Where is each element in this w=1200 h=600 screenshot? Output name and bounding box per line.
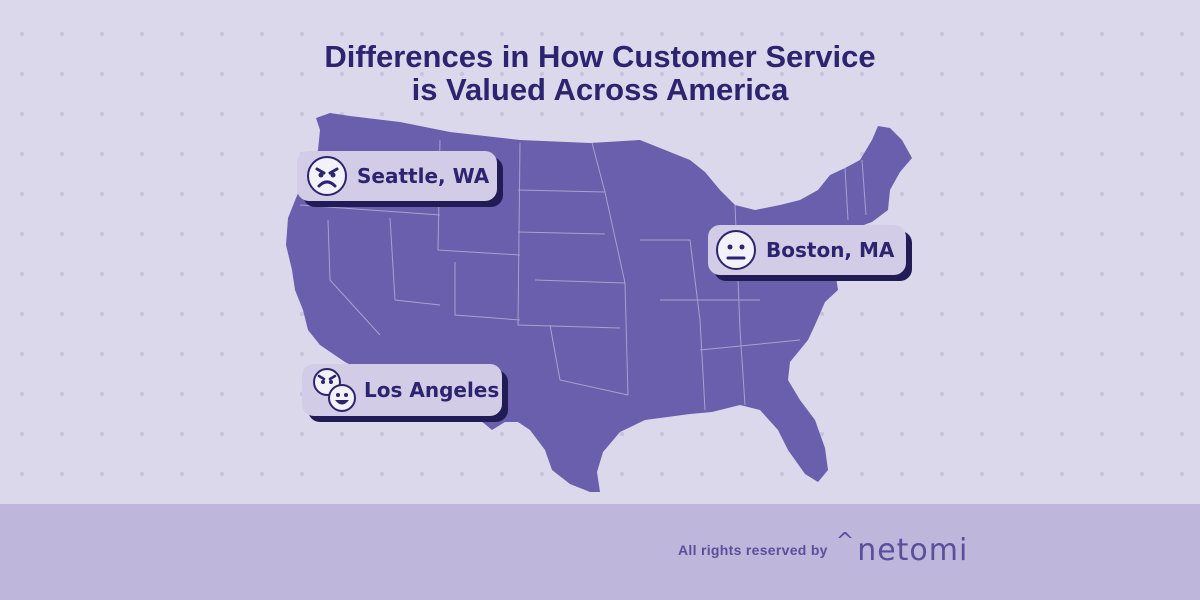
- state-border-line: [549, 324, 629, 396]
- netomi-logo: ^netomi: [836, 529, 969, 568]
- label-box: Boston, MA: [708, 225, 906, 275]
- state-border-line: [517, 231, 606, 235]
- brand-caret: ^: [835, 528, 856, 554]
- footer-credit: All rights reserved by ^netomi: [678, 529, 969, 570]
- brand-name: netomi: [857, 532, 969, 568]
- page-title: Differences in How Customer Service is V…: [200, 40, 1000, 106]
- label-box: Seattle, WA: [297, 151, 497, 201]
- state-border-line: [591, 142, 629, 396]
- state-border-line: [861, 159, 867, 216]
- state-border-line: [534, 279, 626, 284]
- angry-and-happy-faces-icon: [313, 368, 356, 412]
- happy-face-icon: [328, 384, 356, 412]
- state-border-line: [327, 219, 381, 336]
- label-seattle-text: Seattle, WA: [357, 164, 490, 188]
- title-line-1: Differences in How Customer Service: [324, 39, 876, 74]
- angry-face-icon: [307, 156, 347, 196]
- state-border-line: [844, 167, 849, 221]
- state-border-line: [517, 189, 606, 193]
- rights-text: All rights reserved by: [678, 542, 828, 558]
- label-boston-text: Boston, MA: [766, 238, 895, 262]
- state-border-line: [640, 239, 706, 411]
- neutral-face-icon: [716, 230, 756, 270]
- state-border-line: [454, 262, 521, 321]
- label-los-angeles: Los Angeles: [302, 364, 508, 422]
- label-box: Los Angeles: [302, 364, 502, 416]
- state-border-line: [389, 217, 441, 306]
- state-border-line: [699, 339, 801, 351]
- label-seattle: Seattle, WA: [297, 151, 503, 207]
- title-line-2: is Valued Across America: [411, 72, 789, 107]
- label-los-angeles-text: Los Angeles: [364, 378, 500, 402]
- footer-band: [0, 504, 1200, 600]
- state-border-line: [517, 142, 621, 329]
- label-boston: Boston, MA: [708, 225, 912, 281]
